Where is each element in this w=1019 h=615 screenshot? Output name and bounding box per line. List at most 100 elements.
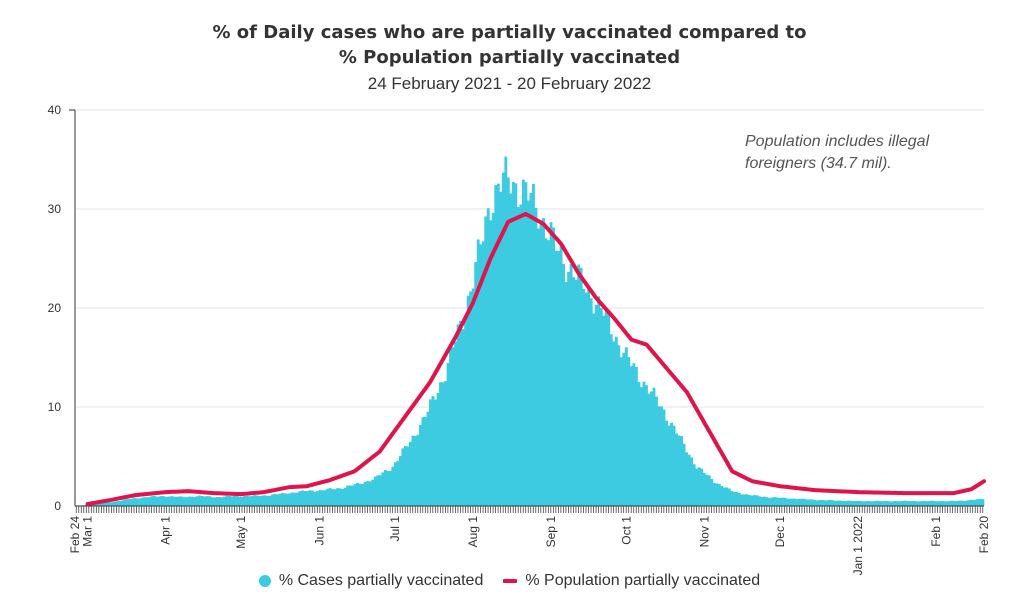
bar-day-124 — [386, 470, 390, 506]
bar-day-119 — [373, 476, 377, 506]
bar-day-65 — [238, 496, 242, 506]
bar-day-216 — [617, 345, 621, 506]
bar-day-248 — [697, 467, 701, 506]
bar-day-142 — [431, 396, 435, 506]
bar-day-324 — [888, 501, 892, 506]
bar-day-118 — [371, 479, 375, 506]
bar-day-53 — [208, 496, 211, 506]
bar-day-152 — [456, 324, 460, 506]
bar-day-256 — [717, 483, 721, 506]
bar-day-333 — [911, 500, 915, 506]
bar-day-36 — [165, 497, 169, 506]
bar-day-61 — [228, 496, 232, 506]
bar-day-117 — [368, 481, 372, 506]
bar-day-98 — [321, 490, 324, 506]
bar-day-263 — [735, 491, 739, 506]
legend-label-population: % Population partially vaccinated — [525, 572, 761, 589]
bar-day-135 — [413, 436, 417, 506]
bar-day-200 — [577, 264, 581, 506]
bar-day-157 — [469, 291, 473, 506]
bar-day-41 — [177, 496, 181, 506]
bar-day-351 — [956, 500, 960, 506]
bar-day-72 — [255, 495, 259, 506]
bar-day-318 — [873, 500, 877, 506]
bar-day-187 — [544, 238, 548, 506]
bar-day-136 — [416, 434, 420, 506]
y-tick-label-0: 0 — [54, 499, 61, 513]
bar-day-153 — [459, 320, 463, 506]
bar-day-90 — [300, 490, 304, 506]
bar-day-91 — [303, 491, 307, 506]
bar-day-87 — [293, 492, 297, 506]
bar-day-138 — [421, 417, 425, 506]
bar-day-329 — [901, 500, 904, 506]
legend-label-cases: % Cases partially vaccinated — [278, 572, 484, 589]
bar-day-95 — [313, 491, 317, 506]
bar-day-32 — [155, 496, 159, 506]
bar-day-151 — [454, 341, 458, 506]
bar-day-341 — [931, 500, 935, 506]
bar-day-175 — [514, 183, 518, 507]
bar-day-301 — [830, 500, 834, 506]
bar-day-192 — [557, 251, 560, 506]
bar-day-182 — [532, 183, 535, 506]
bar-day-360 — [978, 498, 982, 506]
bar-day-285 — [790, 498, 794, 506]
bar-day-305 — [840, 500, 844, 506]
bar-day-184 — [537, 228, 540, 507]
bar-day-148 — [446, 362, 450, 506]
bar-day-320 — [878, 500, 882, 506]
bar-day-103 — [333, 489, 337, 506]
bar-day-99 — [323, 490, 327, 506]
bar-day-97 — [318, 489, 322, 506]
bar-day-205 — [589, 298, 593, 506]
x-tick-label-oct-1: Oct 1 — [619, 516, 633, 545]
bar-day-335 — [916, 501, 920, 506]
bar-day-207 — [594, 304, 598, 506]
bar-day-339 — [926, 501, 930, 506]
bar-day-62 — [230, 496, 234, 506]
bar-day-311 — [855, 500, 859, 506]
bar-day-24 — [135, 498, 139, 506]
bar-day-359 — [976, 499, 980, 506]
bar-day-214 — [612, 341, 616, 506]
bar-day-265 — [740, 494, 744, 506]
bar-day-209 — [599, 308, 603, 506]
legend-item-population[interactable]: % Population partially vaccinated — [503, 572, 760, 590]
bar-day-227 — [645, 385, 648, 506]
legend-item-cases[interactable]: % Cases partially vaccinated — [258, 572, 484, 590]
bar-day-74 — [260, 495, 264, 506]
bar-day-292 — [808, 499, 812, 506]
bar-day-251 — [705, 474, 709, 506]
bar-day-64 — [235, 495, 239, 506]
x-tick-label-dec-1: Dec 1 — [773, 516, 787, 548]
bar-day-306 — [843, 501, 847, 506]
bar-day-231 — [655, 396, 658, 506]
bar-day-167 — [494, 184, 498, 507]
bar-day-50 — [200, 496, 204, 506]
bar-day-139 — [424, 416, 427, 506]
bar-day-206 — [592, 313, 596, 506]
bar-day-145 — [439, 382, 442, 506]
bar-day-13 — [107, 502, 111, 506]
bar-day-84 — [285, 493, 289, 506]
bar-day-108 — [346, 485, 350, 506]
bar-day-297 — [820, 500, 824, 506]
bar-day-218 — [622, 352, 626, 506]
bar-day-254 — [712, 482, 716, 506]
bar-day-12 — [105, 502, 108, 506]
bar-day-221 — [629, 366, 633, 506]
bar-day-160 — [476, 239, 480, 506]
bar-day-309 — [850, 500, 854, 506]
bar-day-9 — [97, 503, 101, 506]
bar-day-208 — [597, 296, 601, 506]
bar-day-79 — [273, 493, 277, 506]
bar-day-262 — [732, 491, 736, 506]
bar-day-235 — [665, 420, 668, 506]
bar-day-342 — [933, 501, 937, 506]
bar-day-348 — [948, 500, 952, 506]
chart-title: % of Daily cases who are partially vacci… — [0, 20, 1019, 70]
bar-day-213 — [609, 334, 613, 506]
x-tick-label-sep-1: Sep 1 — [544, 516, 558, 548]
bar-day-264 — [737, 492, 741, 506]
